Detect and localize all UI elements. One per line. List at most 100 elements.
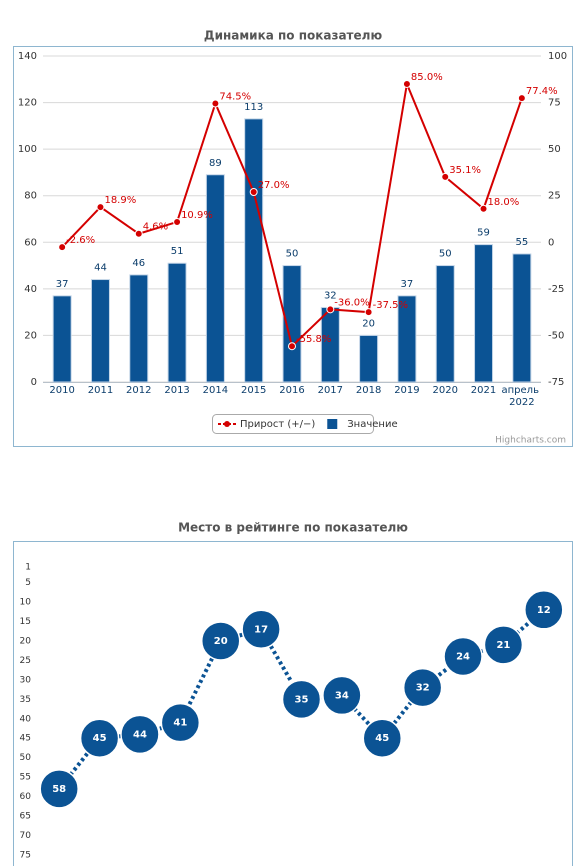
x-tick-label: 2012	[126, 385, 151, 396]
data-label: 37	[56, 279, 69, 290]
data-label: -55.8%	[296, 334, 331, 345]
legend-symbol	[224, 421, 230, 427]
x-tick-label: 2011	[88, 385, 113, 396]
data-label: 35.1%	[449, 165, 481, 176]
data-label: -36.0%	[334, 297, 369, 308]
data-label: 24	[456, 652, 470, 663]
data-label: 21	[496, 640, 510, 651]
y-tick-label: 5	[25, 578, 31, 588]
y2-tick-label: 50	[548, 144, 561, 155]
y-tick-label: 40	[20, 714, 32, 724]
point	[211, 99, 220, 108]
data-label: 85.0%	[411, 72, 443, 83]
x-tick-label: апрель 2022	[502, 385, 543, 408]
y-tick-label: 15	[20, 617, 31, 627]
bar	[282, 265, 302, 383]
bar	[359, 334, 379, 383]
y-tick-label: 60	[24, 237, 37, 248]
y-tick-label: 70	[20, 831, 32, 841]
point	[326, 305, 335, 314]
marker	[483, 625, 524, 665]
y-tick-label: 30	[20, 675, 32, 685]
y-tick-label: 1	[25, 563, 31, 573]
point	[58, 243, 67, 252]
y-tick-label: 100	[18, 144, 37, 155]
data-label: 10.9%	[181, 210, 213, 221]
data-label: 44	[133, 729, 147, 740]
point	[364, 308, 373, 317]
bar	[52, 295, 72, 383]
marker	[200, 621, 241, 661]
data-label: 51	[171, 246, 184, 257]
x-tick-label: 2013	[164, 385, 189, 396]
point	[249, 187, 258, 196]
bar	[474, 244, 494, 383]
marker	[241, 609, 281, 650]
data-label: 17	[254, 624, 268, 635]
data-label: 34	[335, 690, 349, 701]
y2-tick-label: 75	[548, 98, 561, 109]
y-tick-label: 60	[20, 792, 32, 802]
data-label: 45	[375, 733, 389, 744]
data-label: -2.6%	[66, 235, 95, 246]
point	[517, 94, 526, 103]
bar	[90, 279, 110, 383]
y-tick-label: 55	[20, 773, 31, 783]
data-label: 89	[209, 158, 222, 169]
data-label: 44	[94, 263, 107, 274]
marker	[160, 702, 201, 743]
chart-frame	[13, 46, 573, 447]
x-tick-label: 2019	[394, 385, 419, 396]
legend-label[interactable]: Прирост (+/−)	[240, 419, 315, 430]
x-tick-label: 2015	[241, 385, 266, 396]
marker	[39, 769, 79, 809]
chart-title: Место в рейтинге по показателю	[178, 521, 408, 535]
marker	[362, 718, 403, 758]
y-tick-label: 140	[18, 51, 37, 62]
y2-tick-label: 0	[548, 237, 554, 248]
y-tick-label: 20	[24, 330, 37, 341]
x-tick-label: 2021	[471, 385, 496, 396]
data-label: 41	[173, 718, 187, 729]
credits: Highcharts.com	[495, 436, 566, 446]
legend-symbol	[327, 419, 338, 429]
marker	[322, 675, 362, 716]
bar	[435, 265, 455, 383]
bar	[397, 295, 417, 383]
x-tick-label: 2018	[356, 385, 381, 396]
marker	[443, 636, 483, 677]
y-tick-label: 10	[20, 598, 32, 608]
marker	[281, 679, 322, 720]
chart-frame	[13, 541, 573, 866]
marker	[402, 667, 443, 708]
y2-tick-label: 100	[548, 51, 567, 62]
x-tick-label: 2016	[279, 385, 304, 396]
y-tick-label: 20	[20, 636, 32, 646]
x-tick-label: 2010	[49, 385, 74, 396]
y-tick-label: 75	[20, 851, 31, 861]
legend-label[interactable]: Значение	[347, 419, 397, 430]
data-label: 27.0%	[258, 180, 290, 191]
chart-title: Динамика по показателю	[204, 29, 383, 43]
data-label: 55	[515, 237, 528, 248]
data-label: 74.5%	[219, 92, 251, 103]
marker	[524, 590, 564, 630]
point	[441, 172, 450, 181]
y2-tick-label: -75	[548, 377, 564, 388]
data-label: 45	[93, 733, 107, 744]
data-label: 50	[439, 249, 452, 260]
data-label: 18.0%	[488, 197, 520, 208]
data-label: 46	[132, 258, 145, 269]
data-label: 32	[324, 290, 337, 301]
x-tick-label: 2020	[433, 385, 458, 396]
legend-box	[212, 414, 374, 434]
marker	[79, 718, 120, 758]
data-label: 32	[416, 683, 430, 694]
point	[134, 229, 143, 238]
marker	[120, 714, 160, 755]
data-label: 18.9%	[104, 195, 136, 206]
y2-tick-label: -25	[548, 284, 564, 295]
data-label: 35	[295, 694, 309, 705]
point	[173, 217, 182, 226]
